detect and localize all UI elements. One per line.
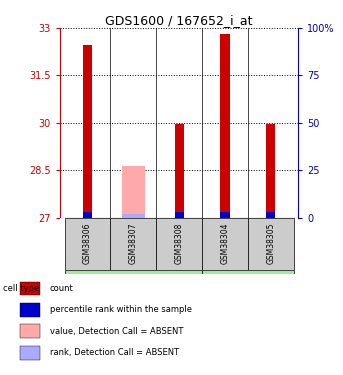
Bar <box>202 270 294 308</box>
Bar <box>221 212 230 217</box>
Bar <box>175 212 184 217</box>
Text: GSM38307: GSM38307 <box>129 223 138 264</box>
Text: rank, Detection Call = ABSENT: rank, Detection Call = ABSENT <box>50 348 179 357</box>
Text: GSM38308: GSM38308 <box>175 223 184 264</box>
Bar <box>110 217 156 270</box>
Text: follicular dendritic cell-enriched
splenocytes: follicular dendritic cell-enriched splen… <box>83 284 183 294</box>
Bar <box>266 212 275 217</box>
Bar <box>83 212 92 217</box>
Bar <box>156 217 202 270</box>
Text: percentile rank within the sample: percentile rank within the sample <box>50 305 192 314</box>
Bar <box>266 124 275 218</box>
Bar <box>64 217 110 270</box>
Text: value, Detection Call = ABSENT: value, Detection Call = ABSENT <box>50 327 183 336</box>
Text: cell type: cell type <box>3 284 39 293</box>
Bar <box>83 45 92 218</box>
Bar <box>175 124 184 218</box>
Bar <box>122 166 145 218</box>
Text: count: count <box>50 284 73 293</box>
Bar <box>202 217 248 270</box>
Bar <box>20 346 40 360</box>
Text: follicular dendritic cell-
depleted splenocytes: follicular dendritic cell- depleted sple… <box>212 284 284 294</box>
Text: GSM38304: GSM38304 <box>221 223 229 264</box>
Bar <box>248 217 294 270</box>
Text: GSM38305: GSM38305 <box>267 223 275 264</box>
Title: GDS1600 / 167652_i_at: GDS1600 / 167652_i_at <box>105 14 253 27</box>
Bar <box>20 303 40 316</box>
Bar <box>20 282 40 295</box>
Bar <box>221 34 230 218</box>
Text: GSM38306: GSM38306 <box>83 223 92 264</box>
Bar <box>20 324 40 338</box>
Bar <box>64 270 202 308</box>
Bar <box>122 214 145 217</box>
